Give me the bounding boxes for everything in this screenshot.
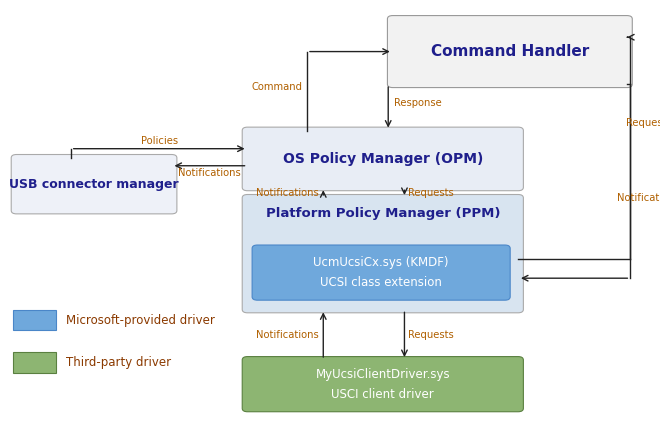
FancyBboxPatch shape <box>242 195 523 313</box>
Text: USCI client driver: USCI client driver <box>331 388 434 401</box>
FancyBboxPatch shape <box>252 245 510 300</box>
Text: Microsoft-provided driver: Microsoft-provided driver <box>66 314 215 327</box>
Text: Third-party driver: Third-party driver <box>66 356 171 369</box>
Text: Notifications: Notifications <box>178 168 241 179</box>
Text: Policies: Policies <box>141 136 178 146</box>
FancyBboxPatch shape <box>242 127 523 191</box>
Text: Command Handler: Command Handler <box>431 44 589 59</box>
Text: Notifications: Notifications <box>255 188 318 197</box>
Text: UCSI class extension: UCSI class extension <box>320 276 442 289</box>
Text: Requests: Requests <box>408 330 453 340</box>
Text: UcmUcsiCx.sys (KMDF): UcmUcsiCx.sys (KMDF) <box>314 256 449 269</box>
Text: OS Policy Manager (OPM): OS Policy Manager (OPM) <box>282 152 483 166</box>
Text: Requests: Requests <box>408 188 453 197</box>
Text: Response: Response <box>394 98 442 108</box>
Text: Command: Command <box>252 82 303 92</box>
Text: Notifications: Notifications <box>617 193 660 203</box>
Text: Notifications: Notifications <box>255 330 318 340</box>
Text: MyUcsiClientDriver.sys: MyUcsiClientDriver.sys <box>315 368 450 381</box>
FancyBboxPatch shape <box>387 16 632 88</box>
Text: Platform Policy Manager (PPM): Platform Policy Manager (PPM) <box>265 207 500 220</box>
Text: Requests: Requests <box>626 118 660 128</box>
FancyBboxPatch shape <box>242 357 523 412</box>
FancyBboxPatch shape <box>11 155 177 214</box>
Text: USB connector manager: USB connector manager <box>9 178 179 191</box>
FancyBboxPatch shape <box>13 352 56 373</box>
FancyBboxPatch shape <box>13 310 56 330</box>
